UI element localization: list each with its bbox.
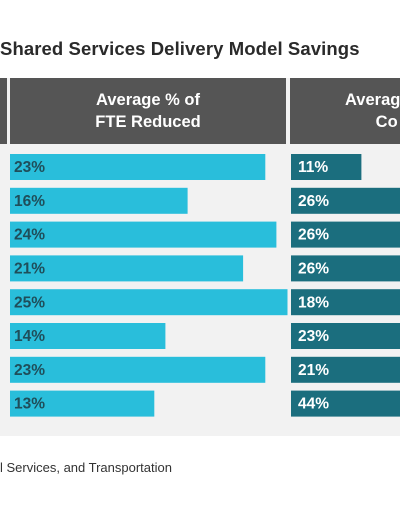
cost-bar-label-5: 18% bbox=[298, 294, 329, 311]
fte-bar-label-6: 14% bbox=[14, 328, 45, 345]
cost-bar-2 bbox=[291, 187, 400, 214]
cost-bar-label-4: 26% bbox=[298, 260, 329, 277]
fte-bar-label-5: 25% bbox=[14, 294, 45, 311]
fte-header-line-1: Average % of bbox=[96, 91, 200, 109]
cost-bar-3 bbox=[291, 221, 400, 248]
chart-title: Shared Services Delivery Model Savings bbox=[0, 38, 360, 59]
cost-bar-label-1: 11% bbox=[298, 159, 328, 176]
cost-bar-4 bbox=[291, 255, 400, 282]
cost-header-line-2: Co bbox=[375, 113, 398, 131]
cost-bar-6 bbox=[291, 323, 400, 349]
cost-bar-label-6: 23% bbox=[298, 328, 329, 345]
fte-bar-3 bbox=[10, 221, 277, 248]
cost-bar-label-3: 26% bbox=[298, 227, 329, 244]
left-column-header bbox=[0, 78, 7, 144]
fte-bar-4 bbox=[10, 255, 244, 282]
cost-bar-5 bbox=[291, 289, 400, 316]
fte-bar-2 bbox=[10, 187, 188, 214]
fte-bar-1 bbox=[10, 154, 266, 180]
cost-bar-label-7: 21% bbox=[298, 362, 329, 379]
fte-bar-label-4: 21% bbox=[14, 260, 45, 277]
cost-bar-8 bbox=[291, 390, 400, 417]
cost-column-header: Averag Co bbox=[290, 78, 400, 144]
fte-bar-label-3: 24% bbox=[14, 227, 45, 244]
cost-bar-label-2: 26% bbox=[298, 193, 329, 210]
fte-column-header: Average % of FTE Reduced bbox=[10, 78, 286, 144]
fte-bar-label-7: 23% bbox=[14, 362, 45, 379]
fte-bar-6 bbox=[10, 323, 166, 349]
cost-bar-1 bbox=[291, 154, 362, 180]
fte-bar-8 bbox=[10, 390, 155, 417]
footnote: l Services, and Transportation bbox=[0, 460, 172, 475]
cost-bar-label-8: 44% bbox=[298, 396, 329, 413]
cost-bar-7 bbox=[291, 356, 400, 383]
fte-bar-label-8: 13% bbox=[14, 396, 45, 413]
cost-header-line-1: Averag bbox=[345, 91, 400, 109]
fte-bar-7 bbox=[10, 356, 266, 383]
fte-bar-label-1: 23% bbox=[14, 159, 45, 176]
fte-header-line-2: FTE Reduced bbox=[95, 113, 201, 131]
fte-bar-5 bbox=[10, 289, 288, 316]
fte-bar-label-2: 16% bbox=[14, 193, 45, 210]
